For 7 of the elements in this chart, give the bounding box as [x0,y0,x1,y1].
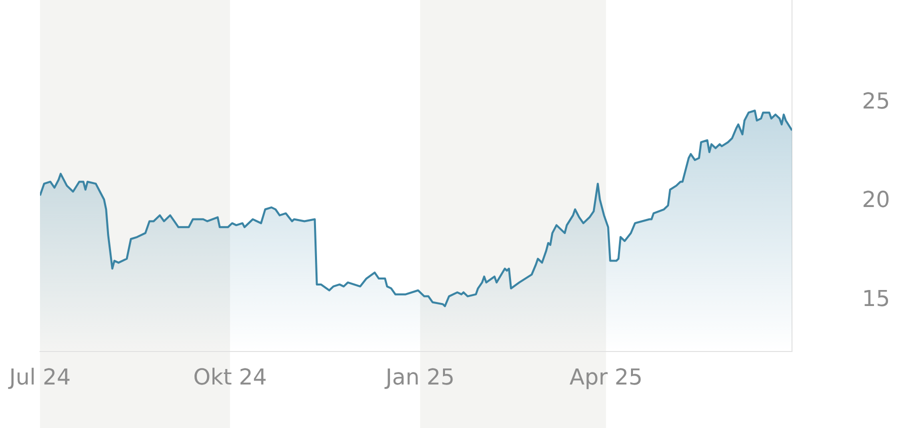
y-tick-label: 20 [862,188,890,214]
x-tick-label: Jul 24 [7,366,71,391]
y-tick-label: 25 [862,89,890,114]
x-tick-label: Apr 25 [570,366,643,391]
x-tick-label: Okt 24 [193,366,267,391]
y-tick-label: 15 [862,286,890,312]
x-tick-label: Jan 25 [384,366,455,391]
